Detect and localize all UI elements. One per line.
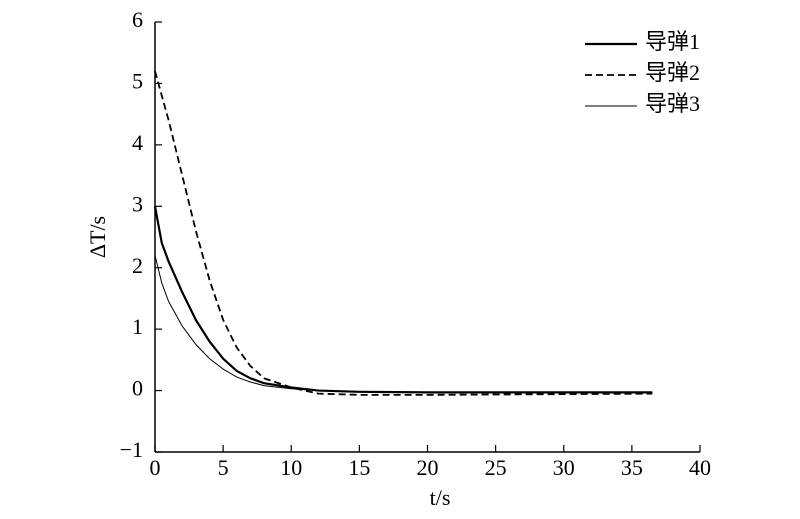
x-tick-label: 20 <box>417 455 439 480</box>
legend-label: 导弹1 <box>645 29 700 54</box>
series-line <box>153 206 653 394</box>
y-tick-label: 1 <box>132 314 143 339</box>
x-tick-label: 25 <box>485 455 507 480</box>
x-tick-label: 40 <box>689 455 711 480</box>
x-axis-label: t/s <box>430 485 451 510</box>
y-tick-label: 4 <box>132 130 143 155</box>
y-tick-label: 2 <box>132 253 143 278</box>
series-line <box>154 255 653 393</box>
x-tick-label: 10 <box>280 455 302 480</box>
x-tick-label: 0 <box>150 455 161 480</box>
x-tick-label: 30 <box>553 455 575 480</box>
y-tick-label: 0 <box>132 376 143 401</box>
x-tick-label: 35 <box>621 455 643 480</box>
legend-label: 导弹2 <box>645 60 700 85</box>
y-tick-label: 3 <box>132 191 143 216</box>
y-tick-label: 5 <box>132 68 143 93</box>
y-tick-label: −1 <box>120 437 143 462</box>
series-line <box>154 70 653 396</box>
y-axis-label: ΔT/s <box>85 216 110 258</box>
legend-label: 导弹3 <box>645 91 700 116</box>
x-tick-label: 5 <box>218 455 229 480</box>
y-tick-label: 6 <box>132 7 143 32</box>
x-tick-label: 15 <box>348 455 370 480</box>
